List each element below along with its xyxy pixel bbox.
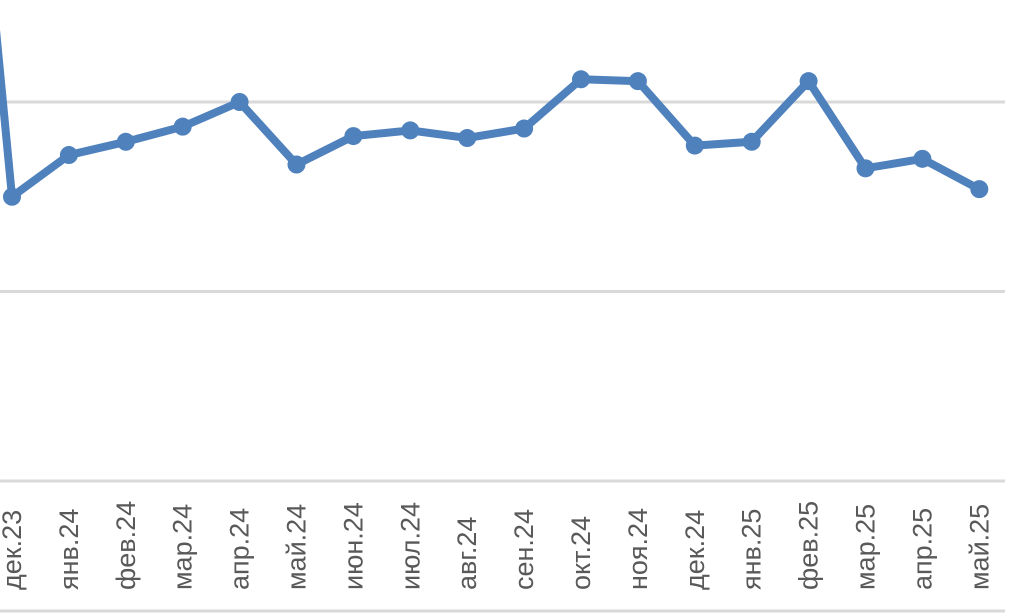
data-point-ноя.24 xyxy=(628,72,647,91)
x-tick-label: ноя.24 xyxy=(623,508,653,590)
x-tick-label: янв.25 xyxy=(737,509,767,590)
data-point-янв.24 xyxy=(59,146,78,165)
data-point-май.24 xyxy=(287,155,306,174)
x-tick-labels: дек.23 янв.24 фев.24 мар.24 апр.24 май.24 июн.… xyxy=(0,501,994,590)
x-tick-label: мар.25 xyxy=(851,504,881,590)
data-point-фев.25 xyxy=(799,72,818,91)
data-point-окт.24 xyxy=(572,70,590,89)
x-tick-label: май.25 xyxy=(964,504,994,590)
x-tick-label: мар.24 xyxy=(168,504,198,590)
x-tick-label: янв.24 xyxy=(54,509,84,590)
x-tick-label: окт.24 xyxy=(566,516,596,590)
data-point-апр.24 xyxy=(230,93,249,111)
x-tick-label: апр.25 xyxy=(907,508,937,590)
data-point-июн.24 xyxy=(344,127,363,146)
data-point-май.25 xyxy=(970,180,989,199)
data-point-дек.24 xyxy=(685,136,704,155)
series-line xyxy=(0,29,984,201)
x-tick-label: авг.24 xyxy=(452,517,482,590)
data-point-мар.24 xyxy=(173,117,192,136)
data-point-июл.24 xyxy=(401,121,420,140)
x-tick-label: фев.25 xyxy=(794,501,824,590)
x-tick-label: сен.24 xyxy=(509,509,539,590)
data-point-апр.25 xyxy=(913,149,932,168)
x-tick-label: июн.24 xyxy=(338,502,368,590)
series-layer xyxy=(0,29,989,206)
data-point-янв.25 xyxy=(742,132,761,151)
x-tick-label: дек.24 xyxy=(680,510,710,590)
x-tick-label: май.24 xyxy=(282,504,312,590)
data-point-сен.24 xyxy=(515,119,534,138)
x-tick-label: апр.24 xyxy=(225,508,255,590)
data-point-фев.24 xyxy=(116,132,135,151)
data-point-авг.24 xyxy=(458,129,477,148)
data-point-мар.25 xyxy=(856,159,875,178)
x-tick-label: июл.24 xyxy=(395,502,425,590)
x-tick-label: дек.23 xyxy=(0,510,27,590)
data-point-дек.23 xyxy=(3,187,21,206)
gridlines xyxy=(0,100,1005,613)
x-tick-label: фев.24 xyxy=(111,501,141,590)
